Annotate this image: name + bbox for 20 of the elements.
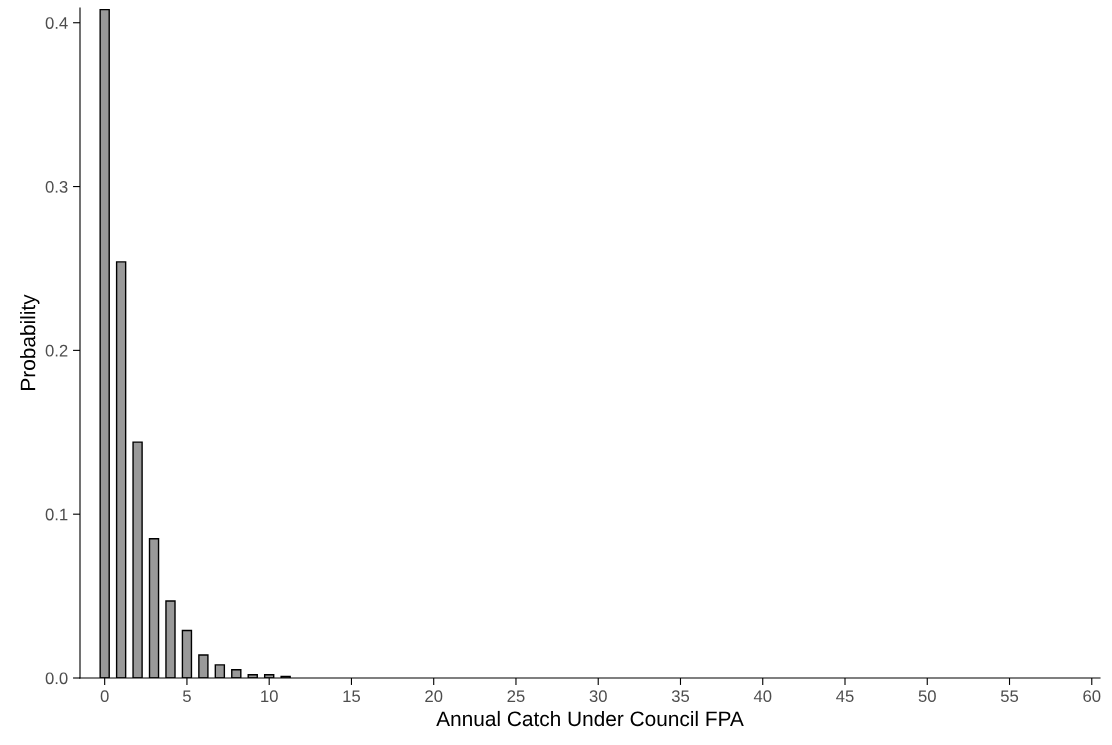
- y-tick-label: 0.1: [45, 508, 68, 521]
- x-tick-label: 5: [182, 690, 191, 703]
- y-tick-label: 0.4: [45, 17, 68, 29]
- y-tick-label: 0.2: [45, 344, 68, 357]
- y-tick-label: 0.0: [45, 672, 68, 685]
- x-tick-label: 25: [507, 690, 525, 703]
- x-tick-label: 15: [343, 690, 361, 703]
- x-tick-label: 30: [589, 690, 607, 703]
- x-tick-label: 55: [1000, 690, 1019, 703]
- x-tick-label: 20: [425, 690, 443, 703]
- x-tick-label: 50: [918, 690, 936, 703]
- y-tick-label: 0.3: [45, 180, 68, 193]
- x-tick-label: 45: [836, 690, 854, 703]
- x-axis-title: Annual Catch Under Council FPA: [436, 710, 744, 727]
- y-axis-title: Probability: [20, 294, 40, 390]
- x-tick-label: 0: [100, 690, 109, 703]
- x-tick-label: 40: [753, 690, 772, 703]
- x-tick-label: 35: [671, 690, 690, 703]
- x-tick-label: 60: [1083, 690, 1101, 703]
- x-tick-label: 10: [261, 690, 278, 703]
